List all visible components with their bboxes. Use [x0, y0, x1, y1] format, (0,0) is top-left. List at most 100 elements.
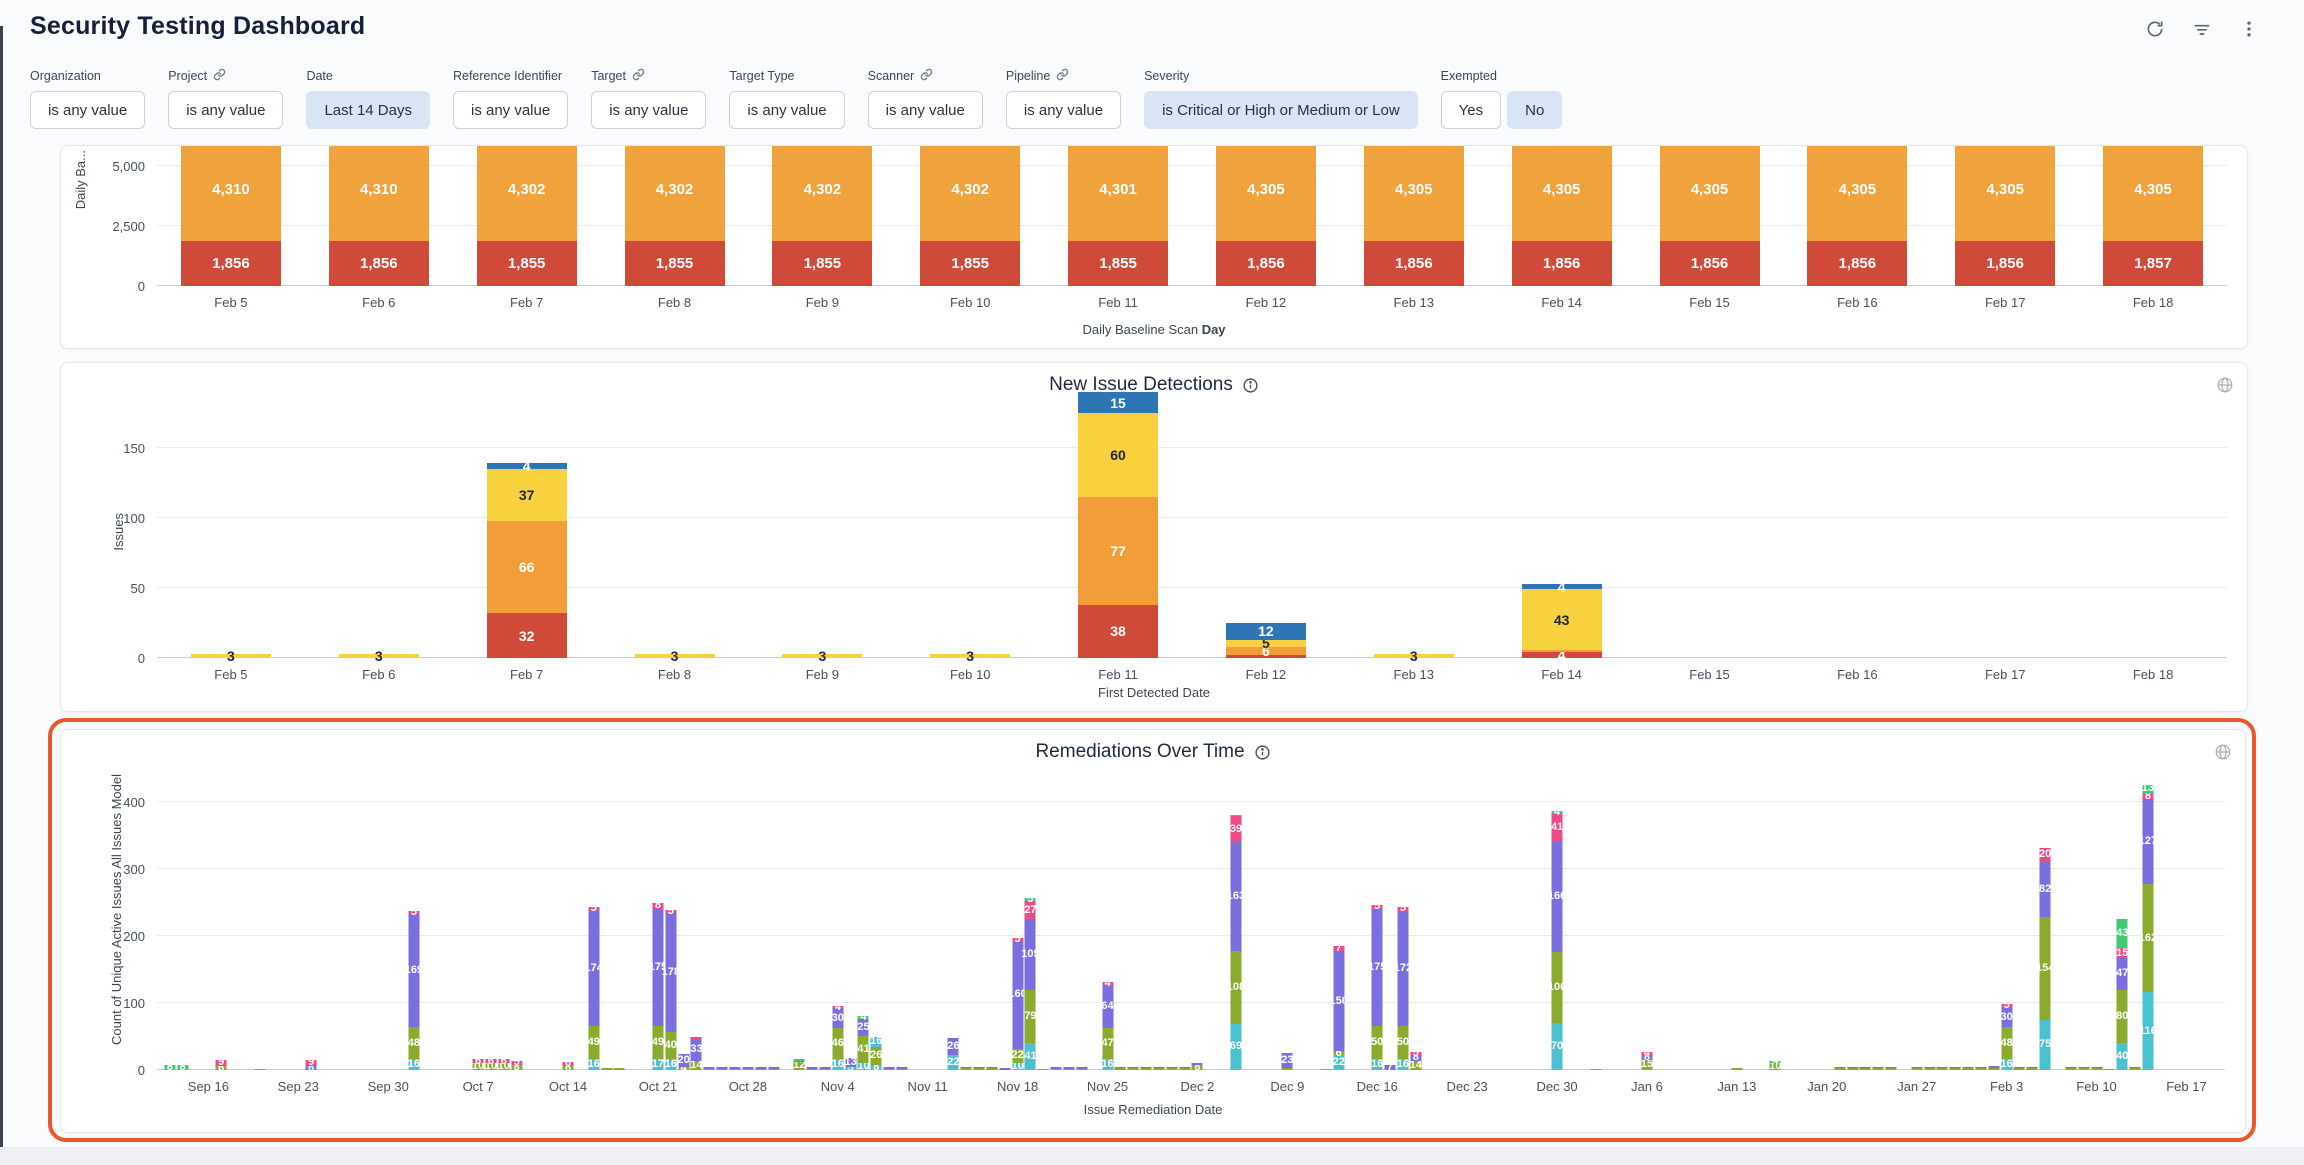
bar-segment-purple[interactable]: 105 — [1021, 919, 1040, 990]
bar-segment-teal[interactable]: 16 — [665, 1059, 677, 1070]
bar-segment-pink[interactable] — [1127, 1066, 1139, 1068]
bar-segment-purple[interactable] — [1885, 1066, 1897, 1068]
bar-segment-purple[interactable] — [999, 1068, 1011, 1070]
filter-chip[interactable]: Last 14 Days — [306, 91, 430, 129]
bar-segment-orange[interactable]: 4,305 — [1955, 146, 2056, 242]
bar-segment-orange[interactable]: 4,305 — [1659, 146, 1760, 242]
bar-segment-olive[interactable]: 22 — [1011, 1048, 1024, 1064]
bar-segment-olive[interactable] — [960, 1068, 972, 1070]
bar-segment-high-orange[interactable]: 6 — [1225, 644, 1306, 658]
bar-segment-pink[interactable] — [690, 1036, 702, 1039]
bar-segment-orange[interactable]: 4,305 — [2103, 146, 2204, 242]
bar-segment-olive[interactable] — [1936, 1068, 1948, 1070]
bar-segment-red[interactable]: 1,855 — [920, 241, 1021, 286]
bar-segment-teal[interactable]: 16 — [1397, 1059, 1409, 1070]
bar-segment-teal[interactable]: 16 — [1371, 1059, 1383, 1070]
bar-segment-olive[interactable]: 10 — [1769, 1061, 1781, 1072]
bar-segment-purple[interactable] — [883, 1067, 895, 1069]
bar-segment-purple[interactable] — [973, 1066, 985, 1068]
bar-segment-pink[interactable]: 5 — [1371, 901, 1383, 912]
bar-segment-red[interactable]: 1,856 — [1807, 241, 1908, 286]
bar-segment-teal[interactable]: 16 — [588, 1059, 600, 1070]
bar-segment-purple[interactable]: 20 — [678, 1053, 690, 1068]
bar-segment-critical-red[interactable]: 4 — [1521, 648, 1602, 662]
bar-segment-purple[interactable] — [1063, 1067, 1075, 1069]
bar-segment-orange[interactable]: 4,305 — [1363, 146, 1464, 242]
bar-segment-teal[interactable]: 10 — [1011, 1061, 1023, 1072]
bar-segment-purple[interactable] — [768, 1067, 780, 1069]
bar-segment-purple[interactable]: 13 — [844, 1056, 856, 1067]
bar-segment-red[interactable]: 1,856 — [1955, 241, 2056, 286]
bar-segment-olive[interactable] — [2129, 1068, 2141, 1070]
bar-segment-teal[interactable]: 69 — [1230, 1023, 1242, 1070]
bar-segment-medium-yellow[interactable]: 3 — [1373, 649, 1454, 663]
bar-segment-pink[interactable]: 39 — [1230, 816, 1242, 843]
bar-segment-purple[interactable] — [2078, 1066, 2090, 1068]
bar-segment-purple[interactable] — [1962, 1066, 1974, 1068]
info-icon[interactable] — [1242, 377, 1259, 394]
bar-segment-olive[interactable] — [716, 1068, 728, 1070]
bar-segment-olive[interactable] — [1153, 1068, 1165, 1070]
bar-segment-teal[interactable]: 75 — [2039, 1019, 2051, 1070]
bar-segment-medium-yellow[interactable]: 3 — [190, 649, 271, 663]
bar-segment-orange[interactable]: 4,305 — [1511, 146, 1612, 242]
bar-segment-green[interactable]: 8 — [177, 1061, 189, 1072]
bar-segment-purple[interactable] — [1936, 1066, 1948, 1068]
bar-segment-purple[interactable] — [2065, 1066, 2077, 1068]
bar-segment-purple[interactable] — [1949, 1066, 1961, 1068]
bar-segment-olive[interactable] — [806, 1068, 818, 1070]
bar-segment-pink[interactable] — [793, 1060, 805, 1062]
bar-segment-pink[interactable]: 8 — [652, 900, 664, 911]
filter-chip[interactable]: is Critical or High or Medium or Low — [1144, 91, 1418, 129]
bar-segment-green[interactable] — [1590, 1068, 1602, 1070]
bar-segment-pink[interactable]: 9 — [215, 1057, 227, 1068]
filter-icon[interactable] — [2191, 18, 2213, 40]
bar-segment-olive[interactable]: 8 — [511, 1061, 523, 1072]
bar-segment-high-orange[interactable] — [1521, 649, 1602, 653]
bar-segment-olive[interactable]: 4 — [678, 1063, 690, 1074]
filter-chip[interactable]: is any value — [452, 91, 569, 129]
bar-segment-purple[interactable]: 127 — [2139, 798, 2157, 884]
bar-segment-green[interactable]: 4 — [857, 1012, 869, 1023]
bar-segment-olive[interactable]: 162 — [2139, 883, 2157, 993]
bar-segment-teal[interactable]: 16 — [1101, 1059, 1114, 1070]
bar-segment-purple[interactable]: 150 — [1330, 950, 1348, 1052]
bar-segment-teal[interactable]: 5 — [845, 1062, 857, 1073]
bar-segment-teal[interactable]: 22 — [1333, 1055, 1345, 1070]
bar-segment-red[interactable]: 1,856 — [1363, 241, 1464, 286]
bar-segment-red[interactable]: 1,855 — [772, 241, 873, 286]
bar-segment-purple[interactable]: 33 — [690, 1038, 703, 1061]
bar-segment-purple[interactable]: 8 — [1410, 1052, 1422, 1063]
filter-chip[interactable]: is any value — [1005, 91, 1122, 129]
bar-segment-olive[interactable] — [2026, 1068, 2038, 1070]
bar-segment-orange[interactable]: 4,310 — [328, 146, 429, 242]
bar-segment-purple[interactable]: 174 — [585, 909, 603, 1027]
bar-segment-orange[interactable]: 4,302 — [476, 146, 577, 242]
filter-chip[interactable]: Yes — [1440, 91, 1502, 129]
bar-segment-olive[interactable] — [703, 1068, 715, 1070]
bar-segment-orange[interactable]: 4,305 — [1807, 146, 1908, 242]
bar-segment-pink[interactable]: 8 — [2142, 790, 2154, 801]
globe-icon[interactable] — [2216, 376, 2234, 399]
bar-segment-teal[interactable]: 10 — [857, 1061, 869, 1072]
bar-segment-pink[interactable]: 41 — [1551, 813, 1563, 841]
bar-segment-low-blue[interactable]: 12 — [1225, 623, 1306, 640]
bar-segment-olive[interactable] — [1281, 1068, 1293, 1070]
bar-segment-purple[interactable]: 6 — [305, 1062, 317, 1073]
bar-segment-purple[interactable]: 25 — [857, 1019, 870, 1036]
bar-segment-medium-yellow[interactable]: 3 — [338, 649, 419, 663]
bar-segment-purple[interactable]: 47 — [2116, 958, 2128, 990]
bar-segment-teal[interactable]: 70 — [1551, 1023, 1563, 1070]
bar-segment-low-blue[interactable]: 4 — [1521, 580, 1602, 594]
bar-segment-olive[interactable]: 47 — [1101, 1027, 1114, 1060]
bar-segment-pink[interactable]: 4 — [832, 1001, 844, 1012]
bar-segment-purple[interactable] — [1834, 1066, 1846, 1068]
bar-segment-purple[interactable]: 26 — [947, 1037, 959, 1056]
bar-segment-olive[interactable]: 41 — [857, 1035, 870, 1064]
bar-segment-teal[interactable]: 8 — [870, 1061, 882, 1072]
bar-segment-green[interactable]: 5 — [1024, 894, 1036, 905]
bar-segment-purple[interactable] — [806, 1067, 818, 1069]
filter-chip[interactable]: is any value — [729, 91, 845, 129]
bar-segment-olive[interactable]: 12 — [793, 1060, 805, 1071]
bar-segment-olive[interactable] — [1872, 1068, 1884, 1070]
